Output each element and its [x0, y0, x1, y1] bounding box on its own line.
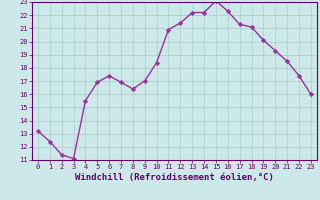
X-axis label: Windchill (Refroidissement éolien,°C): Windchill (Refroidissement éolien,°C)	[75, 173, 274, 182]
